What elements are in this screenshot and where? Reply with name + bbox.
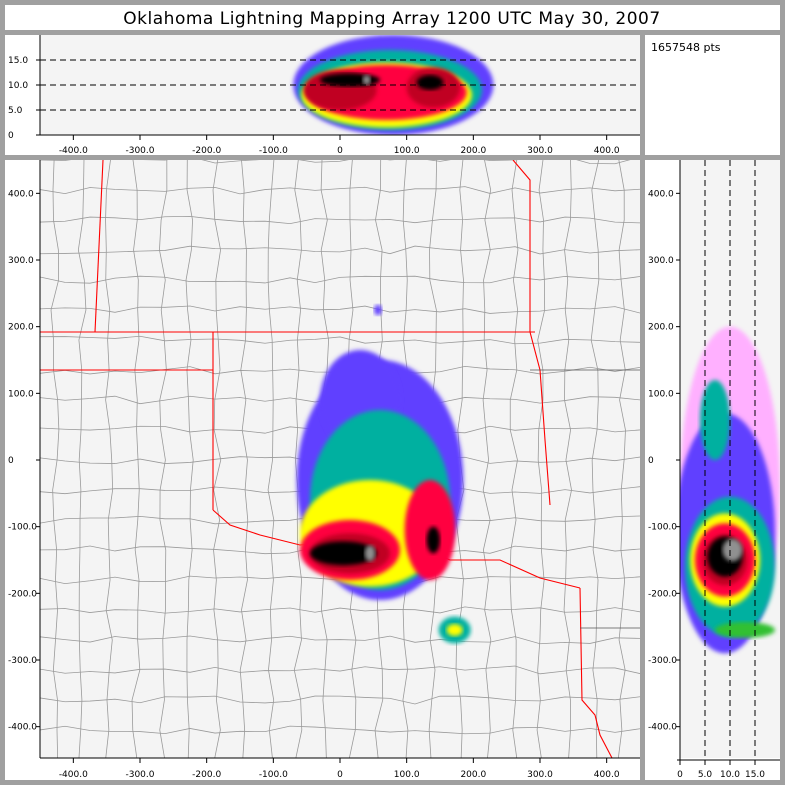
y-tick-label: -400.0 (648, 723, 677, 733)
county-line (40, 186, 640, 195)
x-tick-label: 100.0 (394, 770, 420, 780)
county-line (131, 160, 141, 758)
y-tick-label: 5.0 (8, 106, 23, 116)
plan-density (296, 304, 471, 644)
y-tick-label: 400.0 (648, 189, 674, 199)
y-tick-label: 100.0 (648, 389, 674, 399)
x-tick-label: -300.0 (125, 770, 154, 780)
y-tick-label: 0 (648, 456, 654, 466)
x-tick-label: -200.0 (192, 146, 221, 156)
density-region (700, 380, 730, 460)
county-line (40, 215, 640, 225)
county-line (563, 160, 572, 758)
y-tick-label: 0 (8, 456, 14, 466)
side-density (680, 326, 780, 654)
state-border-line (512, 160, 531, 332)
county-line (159, 160, 168, 758)
county-line (482, 160, 492, 758)
y-tick-label: 300.0 (648, 256, 674, 266)
point-count: 1657548 pts (651, 41, 721, 54)
x-tick-label: 300.0 (527, 146, 553, 156)
x-tick-label: 400.0 (594, 770, 620, 780)
state-borders (40, 160, 640, 758)
density-region (364, 545, 376, 562)
state-border-line (579, 587, 613, 758)
county-line (185, 160, 194, 758)
density-region (722, 538, 743, 562)
x-tick-label: -200.0 (192, 770, 221, 780)
county-line (40, 275, 640, 284)
y-tick-label: -300.0 (648, 656, 677, 666)
x-tick-label: 400.0 (594, 146, 620, 156)
county-line (212, 160, 222, 758)
county-line (509, 160, 519, 758)
x-tick-label: 5.0 (698, 770, 713, 780)
state-border-line (94, 160, 104, 333)
county-line (590, 160, 600, 758)
county-line (293, 160, 303, 758)
county-line (40, 606, 640, 614)
x-tick-label: 200.0 (460, 770, 486, 780)
density-region (374, 304, 382, 316)
x-tick-label: -400.0 (59, 146, 88, 156)
y-tick-label: -100.0 (648, 523, 677, 533)
y-tick-label: -400.0 (8, 723, 37, 733)
county-line (536, 160, 546, 758)
x-tick-label: 100.0 (394, 146, 420, 156)
density-region (310, 541, 377, 566)
x-tick-label: 0 (337, 146, 343, 156)
y-tick-label: -200.0 (648, 589, 677, 599)
y-tick-label: 400.0 (8, 189, 34, 199)
density-region (416, 75, 444, 90)
density-region (362, 75, 371, 85)
county-line (40, 725, 640, 735)
x-tick-label: 200.0 (460, 146, 486, 156)
county-line (40, 335, 640, 345)
y-tick-label: -300.0 (8, 656, 37, 666)
info-panel (645, 35, 780, 155)
y-tick-label: 0 (8, 131, 14, 141)
title-bar (5, 5, 780, 30)
county-line (40, 160, 631, 165)
x-tick-label: 10.0 (720, 770, 740, 780)
county-line (267, 160, 275, 758)
x-tick-label: 15.0 (745, 770, 765, 780)
y-tick-label: 200.0 (8, 323, 34, 333)
county-line (40, 305, 640, 314)
figure-title: Oklahoma Lightning Mapping Array 1200 UT… (123, 9, 660, 29)
y-tick-label: -100.0 (8, 523, 37, 533)
y-tick-label: 10.0 (8, 81, 28, 91)
county-line (105, 160, 114, 758)
y-tick-label: 300.0 (8, 256, 34, 266)
density-region (426, 526, 441, 554)
x-tick-label: 300.0 (527, 770, 553, 780)
x-tick-label: -400.0 (59, 770, 88, 780)
x-tick-label: 0 (337, 770, 343, 780)
axes: 0 5.0 10.0 15.0 -400.0 -300.0 -200.0 -100.0 0 100… (8, 35, 780, 780)
density-region (446, 624, 463, 636)
state-border-line (529, 331, 551, 506)
county-line (617, 160, 626, 758)
county-line (50, 160, 60, 758)
county-line (40, 245, 640, 255)
y-tick-label: 200.0 (648, 323, 674, 333)
x-tick-label: 0 (677, 770, 683, 780)
county-line (77, 160, 87, 758)
y-tick-label: 100.0 (8, 389, 34, 399)
density-region (715, 622, 775, 638)
x-tick-label: -100.0 (259, 770, 288, 780)
x-tick-label: -300.0 (125, 146, 154, 156)
county-line (239, 160, 249, 758)
y-tick-label: -200.0 (8, 589, 37, 599)
x-tick-label: -100.0 (259, 146, 288, 156)
y-tick-label: 15.0 (8, 56, 28, 66)
